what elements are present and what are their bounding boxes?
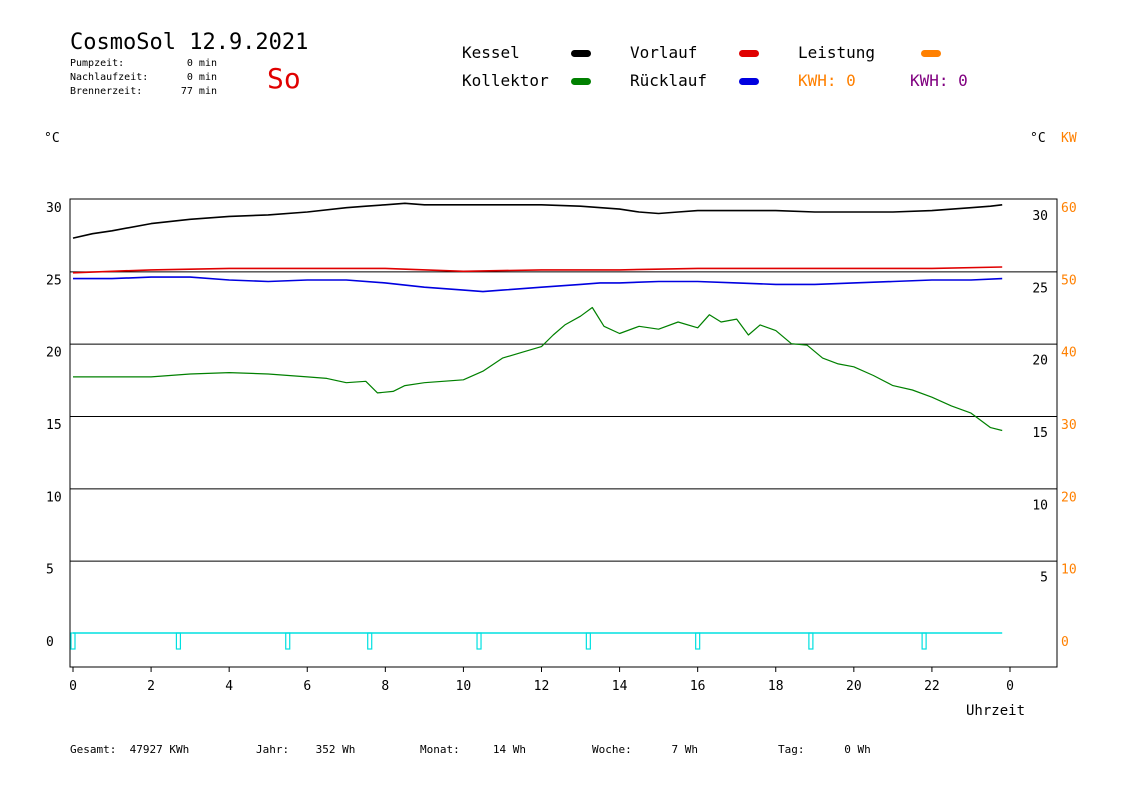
series-line-ruecklauf: [73, 276, 1003, 293]
weekday-label: So: [267, 62, 301, 95]
legend-label-kessel: Kessel: [462, 43, 520, 62]
footer-value: 7 Wh: [671, 743, 699, 756]
legend-swatch-kessel: [571, 50, 591, 57]
series-line-kollektor: [73, 306, 1003, 432]
x-tick-label: 22: [924, 679, 940, 694]
x-tick-label: 20: [846, 679, 862, 694]
footer-label: Jahr:: [256, 743, 290, 756]
leistung-pulse: [808, 632, 814, 650]
leistung-pulse: [70, 632, 76, 650]
y-tick-label-right-kw: 60: [1061, 201, 1077, 216]
footer-woche: Woche: 7 Wh: [592, 743, 698, 756]
grid-lines: [70, 271, 1057, 562]
x-tick-label: 0: [1006, 679, 1014, 694]
stat-label: Pumpzeit:: [70, 58, 125, 69]
x-tick-label: 2: [147, 679, 155, 694]
leistung-pulse: [367, 632, 373, 650]
footer-value: 0 Wh: [844, 743, 871, 756]
x-tick-label: 10: [456, 679, 472, 694]
x-tick-label: 14: [612, 679, 628, 694]
y-tick-label-left: 25: [46, 273, 62, 288]
y-tick-label-right-kw: 20: [1061, 490, 1077, 505]
leistung-pulse: [695, 632, 701, 650]
stat-value: 77 min: [180, 86, 217, 97]
x-tick-label: 4: [225, 679, 233, 694]
legend-swatch-vorlauf: [739, 50, 759, 57]
stat-value: 0 min: [186, 58, 217, 69]
leistung-pulse: [921, 632, 927, 650]
footer-tag: Tag: 0 Wh: [778, 743, 871, 756]
legend-label-leistung: Leistung: [798, 43, 876, 62]
x-tick-label: 0: [69, 679, 77, 694]
legend-label-ruecklauf: Rücklauf: [630, 71, 708, 90]
y-tick-label-right-kw: 40: [1061, 346, 1077, 361]
y-tick-label-right-celsius: 10: [1032, 498, 1048, 513]
y-tick-label-right-celsius: 20: [1032, 354, 1048, 369]
right-unit-kw-label: KW: [1061, 131, 1077, 146]
legend-swatch-leistung: [921, 50, 941, 57]
footer-label: Gesamt:: [70, 743, 117, 756]
stat-label: Nachlaufzeit:: [70, 72, 149, 83]
x-tick-label: 18: [768, 679, 784, 694]
legend-swatch-ruecklauf: [739, 78, 759, 85]
stat-label: Brennerzeit:: [70, 86, 143, 97]
y-tick-label-left: 5: [46, 563, 54, 578]
leistung-pulse: [585, 632, 591, 650]
y-tick-label-left: 10: [46, 490, 62, 505]
x-tick-label: 6: [303, 679, 311, 694]
y-tick-label-left: 15: [46, 418, 62, 433]
footer-label: Tag:: [778, 743, 805, 756]
plot-frame: [69, 198, 1058, 668]
footer-label: Monat:: [420, 743, 460, 756]
x-tick-label: 16: [690, 679, 706, 694]
footer-value: 14 Wh: [492, 743, 526, 756]
y-tick-label-left: 30: [46, 201, 62, 216]
series-line-kessel: [72, 202, 1003, 239]
x-tick-label: 12: [534, 679, 550, 694]
y-tick-label-right-celsius: 25: [1032, 281, 1048, 296]
y-tick-label-right-celsius: 5: [1040, 571, 1048, 586]
series-line-vorlauf: [72, 266, 1003, 274]
footer-value: 47927 KWh: [129, 743, 190, 756]
y-tick-label-right-kw: 30: [1061, 418, 1077, 433]
y-tick-label-left: 0: [46, 635, 54, 650]
legend-swatch-kollektor: [571, 78, 591, 85]
stat-pumpzeit: Pumpzeit: 0 min: [70, 58, 217, 69]
x-tick-label: 8: [381, 679, 389, 694]
leistung-pulse: [476, 632, 482, 650]
leistung-pulse: [285, 632, 291, 650]
stat-nachlaufzeit: Nachlaufzeit: 0 min: [70, 72, 217, 83]
footer-value: 352 Wh: [315, 743, 356, 756]
legend-label-vorlauf: Vorlauf: [630, 43, 698, 62]
stat-value: 0 min: [186, 72, 217, 83]
x-axis-label: Uhrzeit: [966, 703, 1025, 719]
y-tick-label-right-celsius: 30: [1032, 209, 1048, 224]
right-unit-celsius-label: °C: [1030, 131, 1046, 146]
footer-label: Woche:: [592, 743, 632, 756]
kwh-readout-2: KWH: 0: [910, 71, 968, 90]
footer-monat: Monat: 14 Wh: [420, 743, 526, 756]
y-tick-label-right-kw: 50: [1061, 273, 1077, 288]
stat-brennerzeit: Brennerzeit: 77 min: [70, 86, 217, 97]
series-lines: [70, 202, 1003, 650]
footer-jahr: Jahr: 352 Wh: [256, 743, 355, 756]
left-unit-label: °C: [44, 131, 60, 146]
chart-title: CosmoSol 12.9.2021: [70, 30, 309, 55]
footer-gesamt: Gesamt: 47927 KWh: [70, 743, 189, 756]
legend-label-kollektor: Kollektor: [462, 71, 549, 90]
y-tick-label-right-celsius: 15: [1032, 426, 1048, 441]
y-tick-label-left: 20: [46, 346, 62, 361]
kwh-readout-1: KWH: 0: [798, 71, 856, 90]
leistung-pulse: [175, 632, 182, 650]
y-tick-label-right-kw: 10: [1061, 563, 1077, 578]
y-tick-label-right-kw: 0: [1061, 635, 1069, 650]
